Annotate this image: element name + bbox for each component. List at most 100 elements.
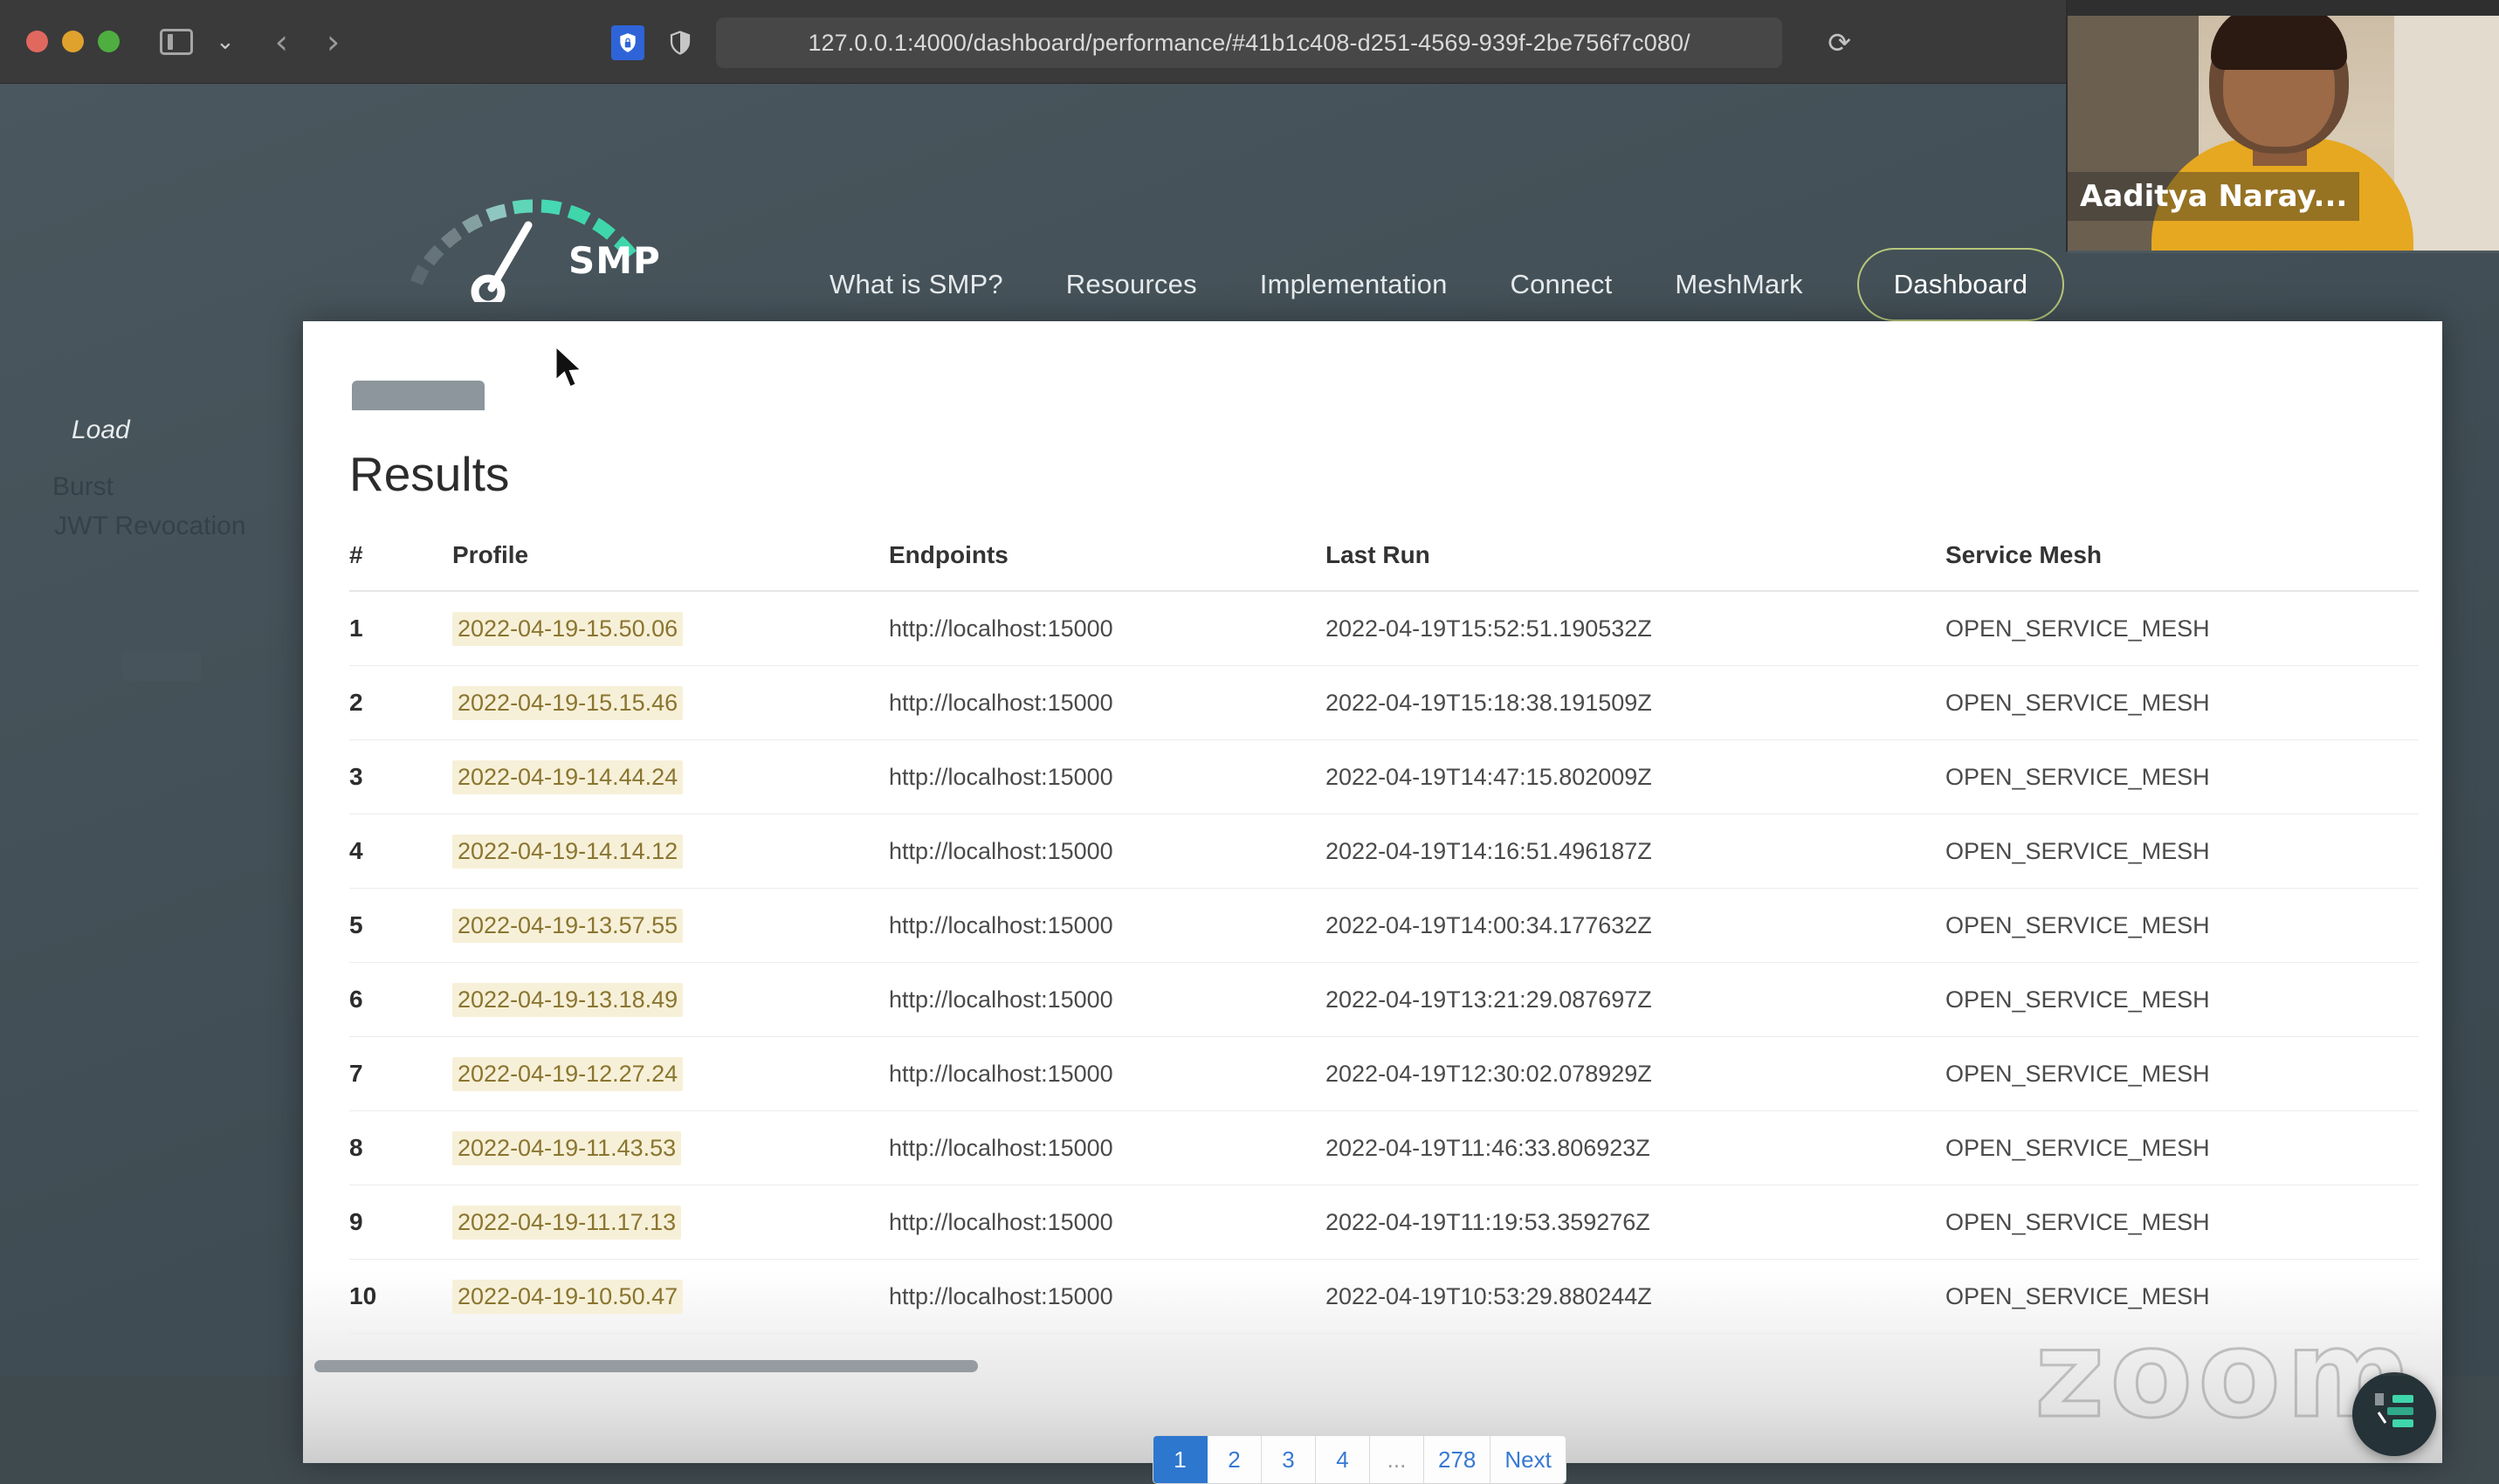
column-header-profile[interactable]: Profile	[452, 541, 529, 568]
cell-service-mesh: OPEN_SERVICE_MESH	[1945, 763, 2210, 790]
address-bar-input[interactable]: 127.0.0.1:4000/dashboard/performance/#41…	[716, 17, 1783, 68]
video-participant-name: Aaditya Naray...	[2068, 172, 2360, 221]
background-label-jwt-revocation: JWT Revocation	[54, 512, 246, 540]
background-label-burst: Burst	[52, 472, 114, 501]
cell-last-run: 2022-04-19T14:00:34.177632Z	[1325, 911, 1652, 938]
smp-page: Load Burst JWT Revocation	[0, 84, 2499, 1484]
cell-endpoint: http://localhost:15000	[889, 1060, 1113, 1087]
cell-endpoint: http://localhost:15000	[889, 689, 1113, 716]
address-bar-area: 127.0.0.1:4000/dashboard/performance/#41…	[611, 12, 1851, 73]
cell-last-run: 2022-04-19T14:47:15.802009Z	[1325, 763, 1652, 790]
reload-icon[interactable]: ⟳	[1828, 26, 1851, 59]
column-header-endpoints[interactable]: Endpoints	[889, 541, 1009, 568]
cell-profile[interactable]: 2022-04-19-11.43.53	[452, 1130, 889, 1165]
profile-chip[interactable]: 2022-04-19-12.27.24	[452, 1056, 684, 1091]
profile-chip[interactable]: 2022-04-19-13.57.55	[452, 908, 684, 943]
cell-service-mesh: OPEN_SERVICE_MESH	[1945, 689, 2210, 716]
back-icon[interactable]: ‹	[274, 22, 288, 61]
cell-service-mesh: OPEN_SERVICE_MESH	[1945, 986, 2210, 1013]
cell-endpoint: http://localhost:15000	[889, 837, 1113, 864]
sidebar-toggle-icon[interactable]	[160, 28, 193, 55]
horizontal-scrollbar-thumb[interactable]	[314, 1360, 978, 1372]
nav-item-meshmark[interactable]: MeshMark	[1675, 269, 1803, 299]
extension-badge-icon[interactable]	[611, 25, 644, 60]
cell-last-run: 2022-04-19T13:21:29.087697Z	[1325, 986, 1652, 1013]
profile-chip[interactable]: 2022-04-19-14.44.24	[452, 759, 684, 794]
background-left-panel: Load Burst JWT Revocation	[0, 241, 301, 852]
table-row[interactable]: 4 2022-04-19-14.14.12 http://localhost:150…	[349, 814, 2419, 889]
table-row[interactable]: 7 2022-04-19-12.27.24 http://localhost:150…	[349, 1037, 2419, 1111]
cell-index: 7	[349, 1060, 363, 1087]
cell-profile[interactable]: 2022-04-19-10.50.47	[452, 1279, 889, 1314]
cell-profile[interactable]: 2022-04-19-11.17.13	[452, 1205, 889, 1240]
cell-endpoint: http://localhost:15000	[889, 986, 1113, 1013]
minimize-window-icon[interactable]	[62, 31, 84, 52]
cell-profile[interactable]: 2022-04-19-13.18.49	[452, 982, 889, 1017]
column-header-service-mesh[interactable]: Service Mesh	[1945, 541, 2102, 568]
smp-logo[interactable]: SMP	[397, 180, 729, 309]
nav-item-connect[interactable]: Connect	[1510, 269, 1613, 299]
cell-endpoint: http://localhost:15000	[889, 911, 1113, 938]
cell-profile[interactable]: 2022-04-19-14.44.24	[452, 759, 889, 794]
cell-last-run: 2022-04-19T12:30:02.078929Z	[1325, 1060, 1652, 1087]
nav-arrows: ‹ ›	[275, 25, 340, 58]
cell-profile[interactable]: 2022-04-19-12.27.24	[452, 1056, 889, 1091]
table-row[interactable]: 10 2022-04-19-10.50.47 http://localhost:15…	[349, 1260, 2419, 1334]
cell-index: 10	[349, 1282, 377, 1309]
smp-logo-text: SMP	[568, 239, 661, 282]
cell-endpoint: http://localhost:15000	[889, 763, 1113, 790]
table-row[interactable]: 5 2022-04-19-13.57.55 http://localhost:150…	[349, 889, 2419, 963]
table-row[interactable]: 8 2022-04-19-11.43.53 http://localhost:150…	[349, 1111, 2419, 1185]
cell-profile[interactable]: 2022-04-19-15.15.46	[452, 685, 889, 720]
nav-item-what-is-smp[interactable]: What is SMP?	[830, 269, 1003, 299]
table-row[interactable]: 3 2022-04-19-14.44.24 http://localhost:150…	[349, 740, 2419, 814]
profile-chip[interactable]: 2022-04-19-14.14.12	[452, 834, 684, 869]
cell-index: 8	[349, 1134, 363, 1161]
profile-chip[interactable]: 2022-04-19-15.50.06	[452, 611, 684, 646]
table-row[interactable]: 2 2022-04-19-15.15.46 http://localhost:150…	[349, 666, 2419, 740]
pagination-page-278[interactable]: 278	[1424, 1436, 1491, 1483]
close-window-icon[interactable]	[26, 31, 48, 52]
profile-chip[interactable]: 2022-04-19-15.15.46	[452, 685, 684, 720]
pagination-page-4[interactable]: 4	[1316, 1436, 1370, 1483]
cell-last-run: 2022-04-19T11:19:53.359276Z	[1325, 1208, 1650, 1235]
table-body: 1 2022-04-19-15.50.06 http://localhost:150…	[349, 592, 2419, 1334]
profile-chip[interactable]: 2022-04-19-10.50.47	[452, 1279, 684, 1314]
profile-chip[interactable]: 2022-04-19-13.18.49	[452, 982, 684, 1017]
column-header-last-run[interactable]: Last Run	[1325, 541, 1430, 568]
table-row[interactable]: 9 2022-04-19-11.17.13 http://localhost:150…	[349, 1185, 2419, 1260]
cell-last-run: 2022-04-19T11:46:33.806923Z	[1325, 1134, 1650, 1161]
table-header-row: # Profile Endpoints Last Run Service Mes…	[349, 520, 2419, 592]
pagination-page-3[interactable]: 3	[1262, 1436, 1316, 1483]
profile-chip[interactable]: 2022-04-19-11.17.13	[452, 1205, 682, 1240]
nav-item-implementation[interactable]: Implementation	[1259, 269, 1448, 299]
video-tile-topbar	[2068, 0, 2499, 16]
zoom-video-tile[interactable]: Aaditya Naray...	[2066, 0, 2499, 253]
meshery-floating-button[interactable]	[2352, 1372, 2436, 1456]
maximize-window-icon[interactable]	[98, 31, 120, 52]
results-tab-stub[interactable]	[352, 381, 485, 410]
table-row[interactable]: 1 2022-04-19-15.50.06 http://localhost:150…	[349, 592, 2419, 666]
forward-icon[interactable]: ›	[327, 22, 341, 61]
results-table: # Profile Endpoints Last Run Service Mes…	[349, 520, 2419, 1334]
cell-profile[interactable]: 2022-04-19-13.57.55	[452, 908, 889, 943]
cell-index: 4	[349, 837, 363, 864]
pagination-page-1[interactable]: 1	[1153, 1436, 1208, 1483]
pagination-page-2[interactable]: 2	[1208, 1436, 1262, 1483]
pagination-next-button[interactable]: Next	[1490, 1436, 1566, 1483]
cell-profile[interactable]: 2022-04-19-15.50.06	[452, 611, 889, 646]
cell-service-mesh: OPEN_SERVICE_MESH	[1945, 1060, 2210, 1087]
chevron-down-icon[interactable]: ⌄	[216, 28, 235, 55]
table-row[interactable]: 6 2022-04-19-13.18.49 http://localhost:150…	[349, 963, 2419, 1037]
video-person-hair	[2211, 5, 2347, 70]
nav-item-resources[interactable]: Resources	[1065, 269, 1197, 299]
background-label-load: Load	[72, 416, 130, 444]
nav-item-dashboard[interactable]: Dashboard	[1856, 248, 2065, 321]
profile-chip[interactable]: 2022-04-19-11.43.53	[452, 1130, 682, 1165]
cell-last-run: 2022-04-19T15:18:38.191509Z	[1325, 689, 1652, 716]
column-header-index[interactable]: #	[349, 541, 363, 568]
cell-profile[interactable]: 2022-04-19-14.14.12	[452, 834, 889, 869]
cell-index: 9	[349, 1208, 363, 1235]
privacy-shield-icon[interactable]	[667, 26, 693, 59]
cell-service-mesh: OPEN_SERVICE_MESH	[1945, 615, 2210, 642]
